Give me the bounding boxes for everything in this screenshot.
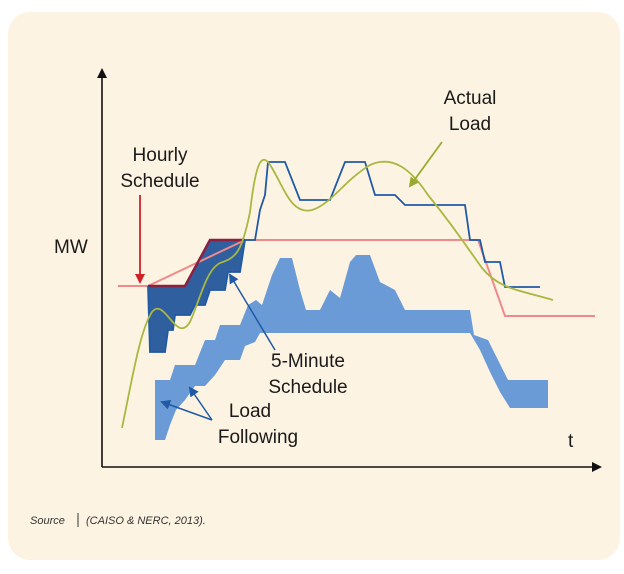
x-axis-label: t <box>568 431 574 452</box>
load-following-arrow <box>160 400 213 421</box>
hourly-label: Schedule <box>120 171 199 192</box>
card <box>8 12 620 560</box>
five-minute-label: 5-Minute <box>271 351 345 372</box>
load-following-label: Following <box>218 427 298 448</box>
five-minute-schedule-line <box>147 161 540 353</box>
source-text: (CAISO & NERC, 2013). <box>86 515 206 527</box>
hourly-schedule-line <box>118 239 595 317</box>
load-following-band <box>155 255 548 440</box>
load-following-label: Load <box>229 401 271 422</box>
five-minute-arrow <box>228 273 276 351</box>
hourly-schedule-ramp <box>148 238 245 288</box>
five-minute-label: Schedule <box>268 377 347 398</box>
source-label: Source <box>30 515 65 527</box>
actual-label: Load <box>449 114 491 135</box>
load-following-arrow <box>188 386 213 421</box>
schedule-gap <box>148 240 245 352</box>
actual-label: Actual <box>444 88 497 109</box>
actual-arrow <box>408 141 443 188</box>
y-axis-label: MW <box>54 237 88 258</box>
hourly-label: Hourly <box>133 145 188 166</box>
actual-load-curve <box>121 158 554 429</box>
